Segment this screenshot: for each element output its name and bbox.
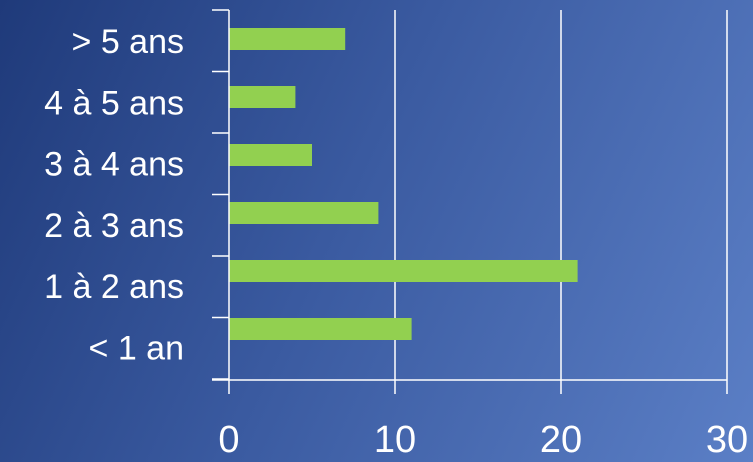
x-tick-label-0: 0 xyxy=(218,419,239,461)
y-tick-label-3: 2 à 3 ans xyxy=(44,207,184,245)
x-tick-label-10: 10 xyxy=(374,419,416,461)
x-tick-label-30: 30 xyxy=(706,419,748,461)
y-tick-label-0: > 5 ans xyxy=(72,23,184,61)
y-tick-labels: > 5 ans 4 à 5 ans 3 à 4 ans 2 à 3 ans 1 à 2 … xyxy=(44,23,184,368)
y-tick-label-5: < 1 an xyxy=(89,330,184,368)
x-tick-labels: 0 10 20 30 xyxy=(218,419,748,461)
bar-5 xyxy=(229,318,412,340)
bar-4 xyxy=(229,260,578,282)
y-tick-label-4: 1 à 2 ans xyxy=(44,268,184,306)
bar-3 xyxy=(229,202,379,224)
bars xyxy=(229,28,578,340)
axes xyxy=(212,9,728,394)
grid-lines xyxy=(394,10,728,380)
y-tick-label-2: 3 à 4 ans xyxy=(44,146,184,184)
bar-2 xyxy=(229,144,312,166)
y-tick-label-1: 4 à 5 ans xyxy=(44,84,184,122)
x-tick-label-20: 20 xyxy=(540,419,582,461)
bar-1 xyxy=(229,86,296,108)
bar-0 xyxy=(229,28,346,50)
